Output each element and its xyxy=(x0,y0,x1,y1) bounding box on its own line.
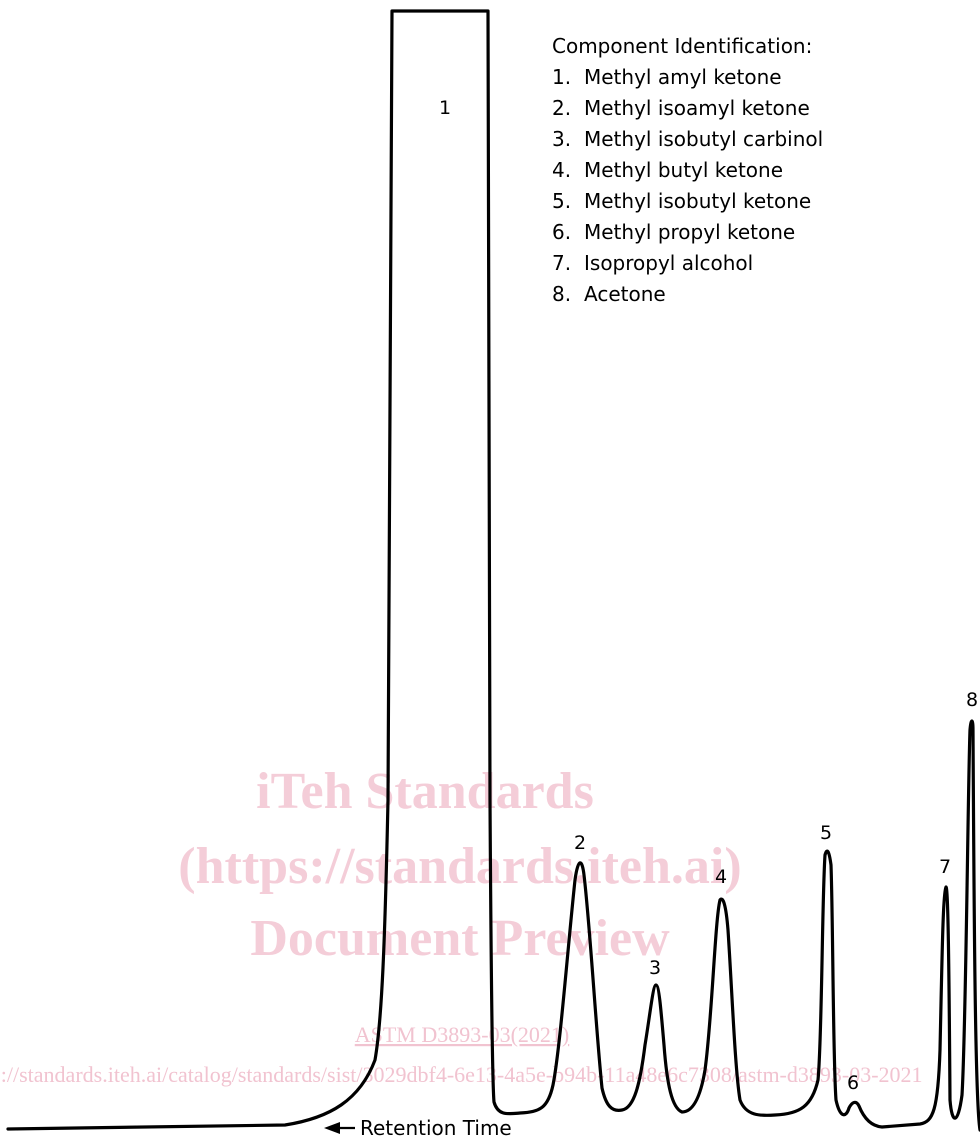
watermark: iTeh Standards (https://standards.iteh.a… xyxy=(0,763,923,1087)
legend-name-4: Methyl butyl ketone xyxy=(584,158,783,182)
legend-name-7: Isopropyl alcohol xyxy=(584,251,753,275)
peak-label-1: 1 xyxy=(439,97,451,119)
legend-number-2: 2. xyxy=(552,96,571,120)
legend-number-3: 3. xyxy=(552,127,571,151)
legend-name-1: Methyl amyl ketone xyxy=(584,65,782,89)
legend-number-8: 8. xyxy=(552,282,571,306)
legend-name-8: Acetone xyxy=(584,282,666,306)
chromatogram-trace xyxy=(6,9,980,1132)
component-legend: Component Identification: 1. Methyl amyl… xyxy=(552,34,823,306)
legend-name-6: Methyl propyl ketone xyxy=(584,220,795,244)
legend-name-2: Methyl isoamyl ketone xyxy=(584,96,810,120)
legend-number-5: 5. xyxy=(552,189,571,213)
retention-time-arrow: Retention Time xyxy=(324,1116,512,1137)
peak-labels: 1 2 3 4 5 6 7 8 xyxy=(439,97,978,1094)
legend-title: Component Identification: xyxy=(552,34,812,58)
peak-label-6: 6 xyxy=(847,1072,859,1094)
peak-label-4: 4 xyxy=(715,866,727,888)
watermark-line-2: (https://standards.iteh.ai) xyxy=(178,838,741,895)
peak-label-5: 5 xyxy=(820,822,832,844)
watermark-url: https://standards.iteh.ai/catalog/standa… xyxy=(0,1062,923,1087)
legend-name-3: Methyl isobutyl carbinol xyxy=(584,127,823,151)
arrow-left-icon xyxy=(324,1122,340,1134)
peak-label-8: 8 xyxy=(966,689,978,711)
watermark-line-3: Document Preview xyxy=(250,910,670,967)
legend-number-1: 1. xyxy=(552,65,571,89)
legend-name-5: Methyl isobutyl ketone xyxy=(584,189,811,213)
legend-number-6: 6. xyxy=(552,220,571,244)
peak-label-7: 7 xyxy=(939,856,951,878)
legend-number-4: 4. xyxy=(552,158,571,182)
peak-label-2: 2 xyxy=(574,832,586,854)
watermark-line-1: iTeh Standards xyxy=(256,763,594,820)
legend-number-7: 7. xyxy=(552,251,571,275)
peak-label-3: 3 xyxy=(649,957,661,979)
watermark-doc-code: ASTM D3893-03(2021) xyxy=(355,1022,570,1047)
retention-time-label: Retention Time xyxy=(360,1116,512,1137)
